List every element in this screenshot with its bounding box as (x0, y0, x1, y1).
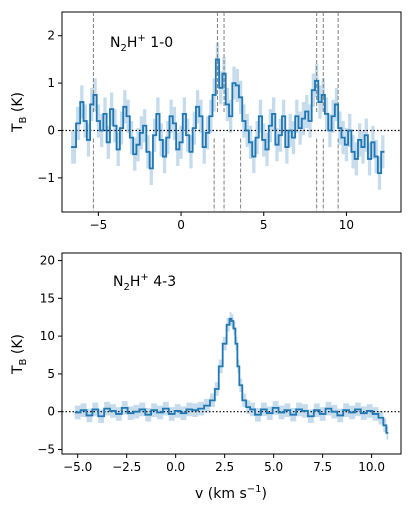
component-markers (92, 12, 339, 212)
panel-n2hp-1-0: −5 0 5 10 −1 0 1 2 N2H+ 1-0 TB (K) (10, 11, 402, 232)
plot-frame (61, 252, 402, 455)
spectrum-line-path (71, 58, 385, 175)
y-tick-label: −1 (37, 171, 55, 185)
y-tick-label: 20 (40, 254, 55, 268)
annotation: N2H+ 4-3 (113, 272, 176, 293)
y-axis-label: TB (K) (10, 334, 29, 375)
y-ticks: −5 0 5 10 15 20 (37, 254, 62, 456)
y-tick-label: 5 (47, 367, 55, 381)
y-tick-label: 10 (40, 329, 55, 343)
annotation: N2H+ 1-0 (110, 33, 173, 54)
x-ticks: −5.0 −2.5 0.0 2.5 5.0 7.5 10.0 (63, 454, 385, 474)
y-tick-label: 2 (47, 29, 55, 43)
spectrum-line-path (74, 317, 389, 434)
x-tick-label: 5 (260, 218, 268, 232)
x-tick-label: 10.0 (358, 460, 385, 474)
x-tick-label: 2.5 (215, 460, 234, 474)
y-ticks: −1 0 1 2 (37, 29, 62, 185)
x-tick-label: −5 (90, 218, 108, 232)
x-tick-label: 0 (177, 218, 185, 232)
y-tick-label: 1 (47, 76, 55, 90)
x-tick-label: 7.5 (313, 460, 332, 474)
panel-n2hp-4-3: −5.0 −2.5 0.0 2.5 5.0 7.5 10.0 −5 0 5 10 15 20 N2H+… (10, 252, 402, 502)
y-tick-label: 0 (47, 405, 55, 419)
y-tick-label: 0 (47, 123, 55, 137)
x-tick-label: −2.5 (112, 460, 141, 474)
y-tick-label: 15 (40, 291, 55, 305)
error-band (74, 311, 389, 440)
y-axis-label: TB (K) (10, 92, 29, 133)
x-tick-label: 5.0 (264, 460, 283, 474)
spectrum-line (71, 58, 385, 175)
x-tick-label: 10 (339, 218, 354, 232)
x-axis-label: v (km s−1) (195, 484, 267, 502)
x-tick-label: 0.0 (166, 460, 185, 474)
x-ticks: −5 0 5 10 (90, 212, 354, 232)
spectrum-line (74, 317, 389, 434)
plot-frame (61, 11, 402, 213)
y-tick-label: −5 (37, 442, 55, 456)
x-tick-label: −5.0 (63, 460, 92, 474)
